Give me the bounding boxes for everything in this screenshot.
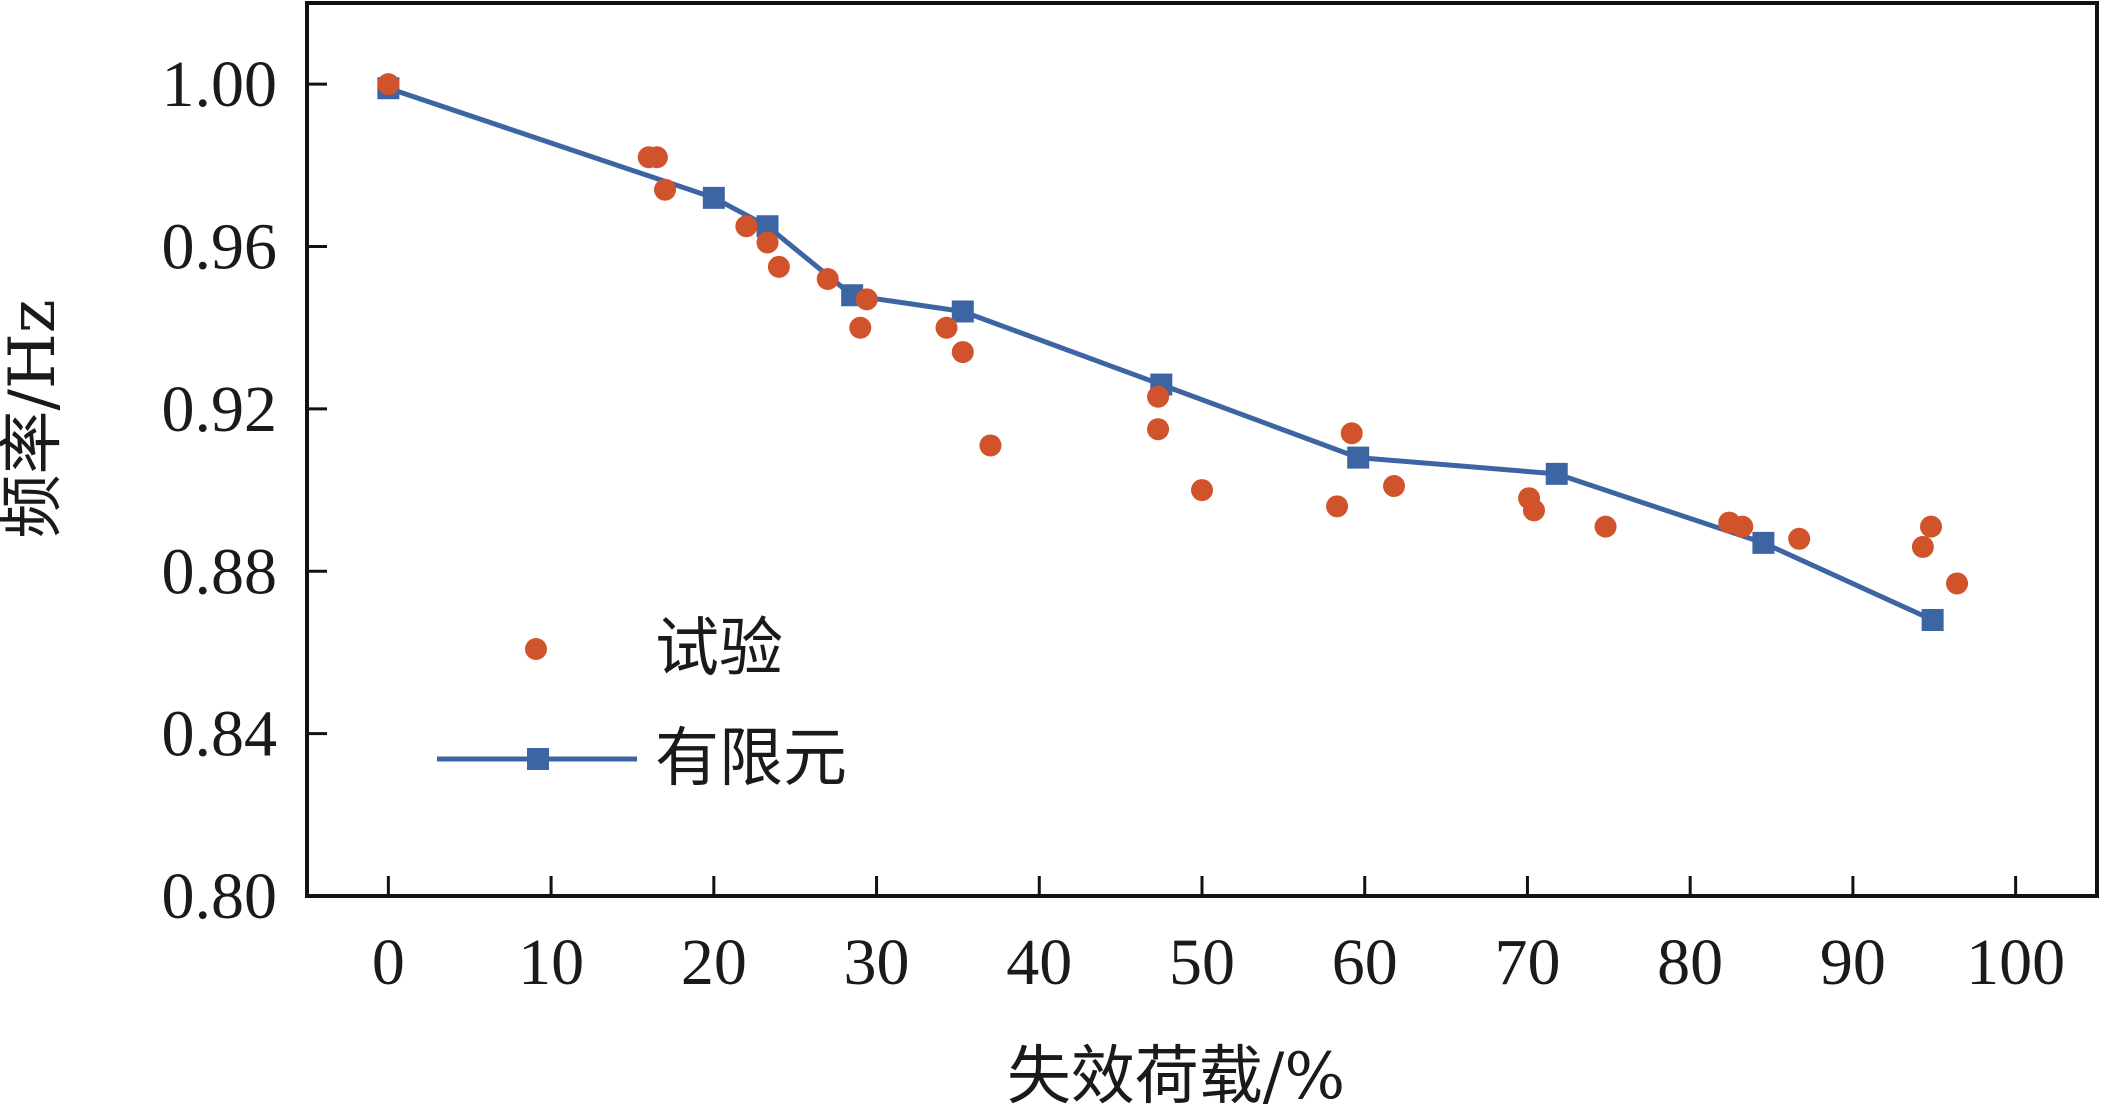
test-point (1340, 422, 1363, 445)
fem-point (1752, 531, 1775, 554)
test-point (979, 434, 1002, 457)
test-point (816, 268, 839, 291)
fem-point (1545, 462, 1568, 485)
y-axis-title: 频率/Hz (0, 299, 70, 538)
x-tick-label: 30 (844, 926, 910, 999)
legend-label-test: 试验 (655, 612, 783, 686)
test-point (1326, 495, 1349, 518)
test-point (855, 288, 878, 311)
legend-marker-fem (527, 748, 549, 770)
test-point (1946, 572, 1969, 595)
fem-point (756, 215, 779, 238)
fem-series-line (387, 85, 1934, 623)
x-tick-label: 40 (1006, 926, 1072, 999)
fem-point (1347, 446, 1370, 469)
legend-marker-test (525, 638, 547, 660)
x-tick-label: 90 (1820, 926, 1886, 999)
test-point (1147, 418, 1170, 441)
test-point (1522, 499, 1545, 522)
test-point (654, 178, 676, 201)
x-tick-label: 10 (518, 926, 584, 999)
test-point (1788, 527, 1811, 550)
test-point (735, 215, 758, 238)
test-point (756, 231, 779, 254)
fem-point (702, 186, 725, 209)
y-tick-label: 0.80 (162, 860, 278, 933)
series-layer (377, 73, 1969, 631)
y-tick-label: 0.88 (162, 535, 278, 608)
test-point (1911, 535, 1934, 558)
x-tick-label: 50 (1169, 926, 1235, 999)
test-point (767, 255, 790, 278)
x-tick-label: 70 (1494, 926, 1560, 999)
y-tick-label: 0.84 (162, 698, 278, 771)
test-point (1920, 515, 1943, 538)
y-ticks: 0.80 0.84 0.88 0.92 0.96 1.00 (162, 48, 327, 933)
test-point (1383, 475, 1406, 498)
x-tick-label: 80 (1657, 926, 1723, 999)
fem-point (1921, 608, 1944, 631)
test-point (645, 146, 668, 169)
test-point (1191, 479, 1213, 502)
x-tick-label: 100 (1966, 926, 2065, 999)
test-point (1594, 515, 1617, 538)
x-tick-label: 60 (1332, 926, 1398, 999)
test-point (1147, 385, 1170, 408)
y-tick-label: 0.96 (162, 211, 278, 284)
test-point (1731, 515, 1754, 538)
plot-frame (305, 1, 2099, 898)
fem-point (951, 300, 974, 323)
x-tick-label: 0 (372, 926, 405, 999)
y-tick-label: 0.92 (162, 373, 278, 446)
x-axis-title: 失效荷载/% (1007, 1040, 1345, 1114)
test-point (935, 316, 958, 339)
legend-label-fem: 有限元 (655, 722, 847, 796)
test-point (951, 341, 974, 364)
x-tick-label: 20 (681, 926, 747, 999)
test-point (849, 316, 872, 339)
axes (305, 1, 2099, 898)
x-ticks: 0 10 20 30 40 50 60 70 80 90 100 (372, 876, 2065, 999)
y-tick-label: 1.00 (162, 48, 278, 121)
test-point (377, 73, 400, 96)
